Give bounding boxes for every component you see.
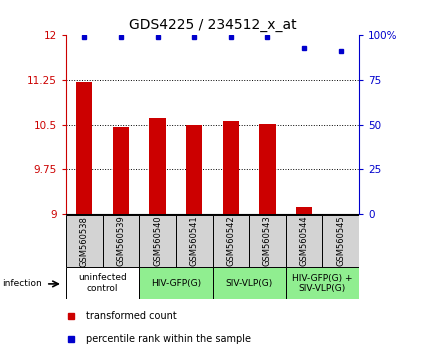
Bar <box>249 215 286 267</box>
Text: infection: infection <box>2 279 42 289</box>
Bar <box>286 267 359 299</box>
Bar <box>102 215 139 267</box>
Bar <box>186 125 202 214</box>
Text: percentile rank within the sample: percentile rank within the sample <box>85 334 250 344</box>
Text: GSM560543: GSM560543 <box>263 216 272 267</box>
Bar <box>223 121 239 214</box>
Bar <box>176 215 212 267</box>
Bar <box>212 267 286 299</box>
Text: HIV-GFP(G) +
SIV-VLP(G): HIV-GFP(G) + SIV-VLP(G) <box>292 274 353 293</box>
Bar <box>66 267 139 299</box>
Text: HIV-GFP(G): HIV-GFP(G) <box>151 279 201 288</box>
Text: uninfected
control: uninfected control <box>78 274 127 293</box>
Bar <box>212 215 249 267</box>
Bar <box>323 215 359 267</box>
Bar <box>66 215 102 267</box>
Text: transformed count: transformed count <box>85 311 176 321</box>
Text: GSM560539: GSM560539 <box>116 216 125 267</box>
Bar <box>139 267 212 299</box>
Title: GDS4225 / 234512_x_at: GDS4225 / 234512_x_at <box>129 18 296 32</box>
Text: GSM560538: GSM560538 <box>80 216 89 267</box>
Text: GSM560545: GSM560545 <box>336 216 345 267</box>
Text: GSM560540: GSM560540 <box>153 216 162 267</box>
Text: SIV-VLP(G): SIV-VLP(G) <box>226 279 273 288</box>
Bar <box>113 127 129 214</box>
Text: GSM560544: GSM560544 <box>300 216 309 267</box>
Bar <box>259 124 276 214</box>
Bar <box>286 215 323 267</box>
Bar <box>296 207 312 214</box>
Bar <box>149 118 166 214</box>
Text: GSM560542: GSM560542 <box>227 216 235 267</box>
Text: GSM560541: GSM560541 <box>190 216 198 267</box>
Bar <box>76 82 93 214</box>
Bar <box>139 215 176 267</box>
